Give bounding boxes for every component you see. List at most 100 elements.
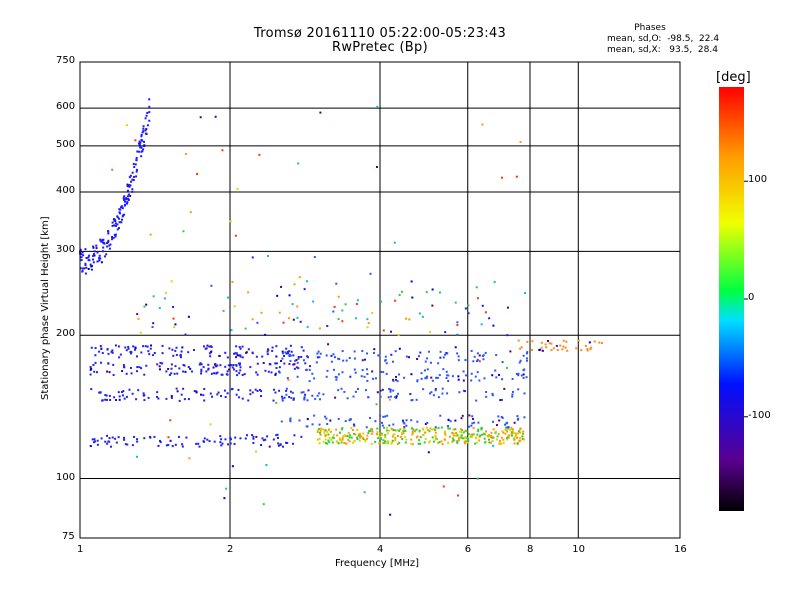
scatter-point [371,377,374,380]
scatter-point [99,257,102,260]
scatter-point [410,399,413,402]
scatter-point [411,296,414,299]
scatter-point [152,295,155,298]
scatter-point [494,430,497,433]
scatter-point [129,194,132,197]
scatter-point [436,442,439,445]
scatter-point [210,284,213,287]
scatter-point [504,423,507,426]
scatter-point [423,369,426,372]
scatter-point [491,374,494,377]
scatter-point [471,415,474,418]
scatter-point [274,372,277,375]
scatter-point [460,436,463,439]
scatter-point [98,259,101,262]
scatter-point [507,436,510,439]
scatter-point [304,362,307,365]
scatter-point [418,439,421,442]
scatter-point [394,350,397,353]
scatter-point [394,429,397,432]
scatter-point [182,370,185,373]
scatter-point [429,331,432,334]
scatter-point [227,364,230,367]
scatter-point [377,354,380,357]
scatter-point [522,438,525,441]
scatter-point [518,361,521,364]
scatter-point [526,340,529,343]
colorbar-tick-label: -100 [748,409,771,421]
scatter-point [316,394,319,397]
scatter-point [148,105,151,108]
scatter-point [394,375,397,378]
scatter-point [109,243,112,246]
scatter-point [421,427,424,430]
scatter-point [353,368,356,371]
scatter-point [135,168,138,171]
scatter-point [111,436,114,439]
scatter-point [121,218,124,221]
scatter-point [299,320,302,323]
scatter-point [99,391,102,394]
scatter-point [107,352,110,355]
scatter-point [474,375,477,378]
scatter-point [462,389,465,392]
scatter-point [499,399,502,402]
scatter-point [410,442,413,445]
scatter-point [189,367,192,370]
scatter-point [318,442,321,445]
scatter-point [140,146,143,149]
scatter-point [136,438,139,441]
scatter-point [429,361,432,364]
scatter-point [142,130,145,133]
scatter-point [145,128,148,131]
scatter-point [485,395,488,398]
scatter-point [274,391,277,394]
scatter-point [225,373,228,376]
scatter-point [227,443,230,446]
scatter-point [175,387,178,390]
scatter-point [496,438,499,441]
scatter-point [123,438,126,441]
scatter-point [384,440,387,443]
scatter-point [517,430,520,433]
scatter-point [442,356,445,359]
scatter-point [416,357,419,360]
scatter-point [437,396,440,399]
scatter-point [156,395,159,398]
scatter-point [267,349,270,352]
scatter-point [460,431,463,434]
scatter-point [239,355,242,358]
scatter-point [275,367,278,370]
scatter-point [531,340,534,343]
scatter-point [124,443,127,446]
scatter-point [98,256,101,259]
scatter-point [99,345,102,348]
scatter-point [476,352,479,355]
scatter-point [407,356,410,359]
scatter-point [519,359,522,362]
scatter-point [107,440,110,443]
scatter-point [185,436,188,439]
scatter-point [126,201,129,204]
scatter-point [368,429,371,432]
scatter-point [171,445,174,448]
scatter-point [434,388,437,391]
scatter-point [254,388,257,391]
phase-stats-o: mean, sd,O: -98.5, 22.4 [607,34,720,44]
scatter-point [208,440,211,443]
scatter-point [260,444,263,447]
scatter-point [397,333,400,336]
scatter-point [118,211,121,214]
scatter-point [318,427,321,430]
scatter-point [87,256,90,259]
scatter-point [353,424,356,427]
scatter-point [221,373,224,376]
scatter-point [142,127,145,130]
scatter-point [411,427,414,430]
scatter-point [324,433,327,436]
scatter-point [374,377,377,380]
scatter-point [562,339,565,342]
scatter-point [492,420,495,423]
scatter-point [135,175,138,178]
scatter-point [366,379,369,382]
